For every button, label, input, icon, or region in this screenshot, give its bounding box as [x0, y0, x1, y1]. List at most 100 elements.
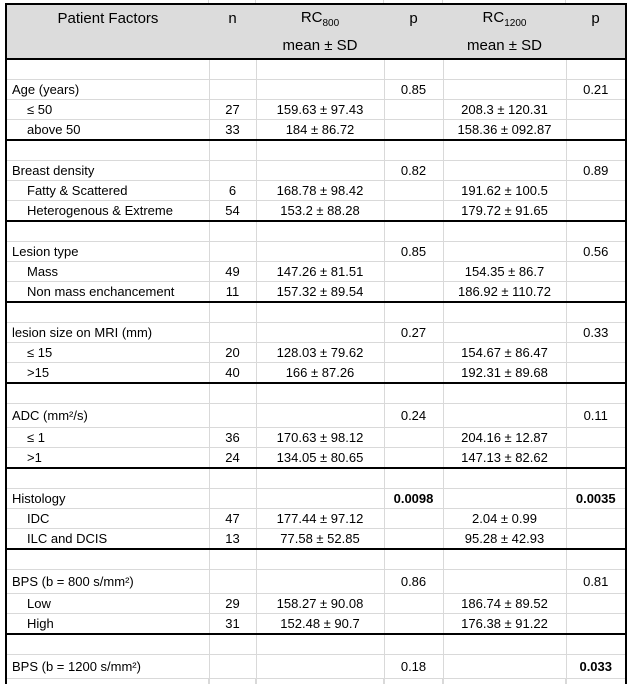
rc1200-mean-cell: 176.38 ± 91.22: [442, 613, 567, 635]
rc1200-mean-cell: 154.67 ± 86.47: [442, 342, 567, 363]
grid-sliver-line: [565, 679, 566, 684]
factor-cell: BPS (b = 1200 s/mm²): [5, 654, 210, 679]
empty-cell: [442, 220, 567, 242]
empty-cell: [565, 362, 627, 384]
p800-cell: 0.0098: [383, 488, 444, 509]
empty-cell: [208, 79, 257, 100]
n-cell: 13: [208, 528, 257, 550]
data-row: Fatty & Scattered 6 168.78 ± 98.42 191.62 ±…: [5, 180, 627, 201]
empty-cell: [208, 322, 257, 343]
empty-cell: [565, 139, 627, 161]
empty-cell: [565, 508, 627, 529]
p1200-cell: 0.81: [565, 569, 627, 594]
header-row-2: mean ± SD mean ± SD: [6, 32, 626, 60]
empty-cell: [255, 241, 385, 262]
data-row: Mass 49 147.26 ± 81.51 154.35 ± 86.7: [5, 261, 627, 282]
header-rc800: RC800: [256, 4, 384, 32]
table-body: Age (years) 0.85 0.21 ≤ 50 27 159.63 ± 97.43 2…: [5, 58, 627, 684]
empty-cell: [442, 654, 567, 679]
subgroup-label-cell: >1: [5, 447, 210, 469]
spacer-row: [5, 633, 627, 655]
header-rc800-subscript: 800: [322, 17, 340, 29]
data-row: above 50 33 184 ± 86.72 158.36 ± 092.87: [5, 119, 627, 141]
empty-cell: [442, 382, 567, 404]
factor-row: lesion size on MRI (mm) 0.27 0.33: [5, 322, 627, 343]
subgroup-label-cell: ≤ 1: [5, 427, 210, 448]
data-row: Low28182.26 ± 70.51 227.84 ± 140.9: [5, 678, 627, 684]
rc1200-mean-cell: 95.28 ± 42.93: [442, 528, 567, 550]
rc800-mean-cell: 158.27 ± 90.08: [255, 593, 385, 614]
data-row: High 31 152.48 ± 90.7 176.38 ± 91.22: [5, 613, 627, 635]
rc1200-mean-cell: 154.35 ± 86.7: [442, 261, 567, 282]
rc1200-mean-cell: 158.36 ± 092.87: [442, 119, 567, 141]
factor-row: ADC (mm²/s) 0.24 0.11: [5, 403, 627, 428]
empty-cell: [5, 301, 210, 323]
n-cell: 49: [208, 261, 257, 282]
spacer-row: [5, 220, 627, 242]
factor-row: Lesion type 0.85 0.56: [5, 241, 627, 262]
factor-row: Histology 0.0098 0.0035: [5, 488, 627, 509]
subgroup-label-cell: High: [5, 613, 210, 635]
factor-row: BPS (b = 800 s/mm²) 0.86 0.81: [5, 569, 627, 594]
empty-cell: [255, 322, 385, 343]
table-header: Patient Factors n RC800 p RC1200 p mean …: [6, 4, 626, 60]
subgroup-label-cell: Fatty & Scattered: [5, 180, 210, 201]
rc800-mean-cell: 152.48 ± 90.7: [255, 613, 385, 635]
factor-cell: Breast density: [5, 160, 210, 181]
empty-cell: [383, 200, 444, 222]
empty-cell: [565, 613, 627, 635]
empty-cell: [383, 58, 444, 80]
empty-cell: [383, 99, 444, 120]
n-cell: 11: [208, 281, 257, 303]
subgroup-label-cell: IDC: [5, 508, 210, 529]
data-row: ≤ 15 20 128.03 ± 79.62 154.67 ± 86.47: [5, 342, 627, 363]
data-row: >15 40 166 ± 87.26 192.31 ± 89.68: [5, 362, 627, 384]
rc800-mean-cell: 77.58 ± 52.85: [255, 528, 385, 550]
rc800-mean-cell: 177.44 ± 97.12: [255, 508, 385, 529]
n-cell: 6: [208, 180, 257, 201]
empty-cell: [442, 569, 567, 594]
rc800-mean-cell: 166 ± 87.26: [255, 362, 385, 384]
spacer-row: [5, 301, 627, 323]
rc1200-mean-cell: 179.72 ± 91.65: [442, 200, 567, 222]
empty-cell: [383, 427, 444, 448]
empty-cell: [442, 548, 567, 570]
grid-sliver-line: [383, 0, 384, 3]
empty-cell: [208, 633, 257, 655]
empty-cell: [208, 220, 257, 242]
rc1200-mean-cell: 191.62 ± 100.5: [442, 180, 567, 201]
rc800-mean-cell: 170.63 ± 98.12: [255, 427, 385, 448]
rc800-mean-cell: 182.26 ± 70.51: [255, 678, 385, 684]
data-row: >1 24 134.05 ± 80.65 147.13 ± 82.62: [5, 447, 627, 469]
empty-cell: [565, 261, 627, 282]
n-cell: 29: [208, 593, 257, 614]
p800-cell: 0.82: [383, 160, 444, 181]
header-rc1200-subscript: 1200: [504, 17, 527, 29]
empty-cell: [208, 382, 257, 404]
rc800-mean-cell: 168.78 ± 98.42: [255, 180, 385, 201]
subgroup-label-cell: Mass: [5, 261, 210, 282]
data-row: ≤ 50 27 159.63 ± 97.43 208.3 ± 120.31: [5, 99, 627, 120]
empty-cell: [442, 322, 567, 343]
empty-cell: [5, 548, 210, 570]
subgroup-label-cell: Low: [5, 593, 210, 614]
factor-cell: lesion size on MRI (mm): [5, 322, 210, 343]
rc1200-mean-cell: 2.04 ± 0.99: [442, 508, 567, 529]
empty-cell: [565, 382, 627, 404]
grid-sliver-line: [442, 0, 443, 3]
empty-cell: [383, 342, 444, 363]
subgroup-label-cell: Heterogenous & Extreme: [5, 200, 210, 222]
factor-cell: Lesion type: [5, 241, 210, 262]
data-row: Heterogenous & Extreme 54 153.2 ± 88.28 179…: [5, 200, 627, 222]
empty-cell: [383, 548, 444, 570]
grid-sliver-line: [255, 0, 256, 3]
rc1200-mean-cell: 147.13 ± 82.62: [442, 447, 567, 469]
patient-factors-table: Patient Factors n RC800 p RC1200 p mean …: [5, 3, 627, 684]
header-p-rc800: p: [384, 4, 443, 32]
factor-row: Breast density 0.82 0.89: [5, 160, 627, 181]
empty-cell: [383, 447, 444, 469]
spacer-row: [5, 467, 627, 489]
p800-cell: 0.86: [383, 569, 444, 594]
empty-cell: [255, 301, 385, 323]
grid-sliver-line: [208, 679, 209, 684]
